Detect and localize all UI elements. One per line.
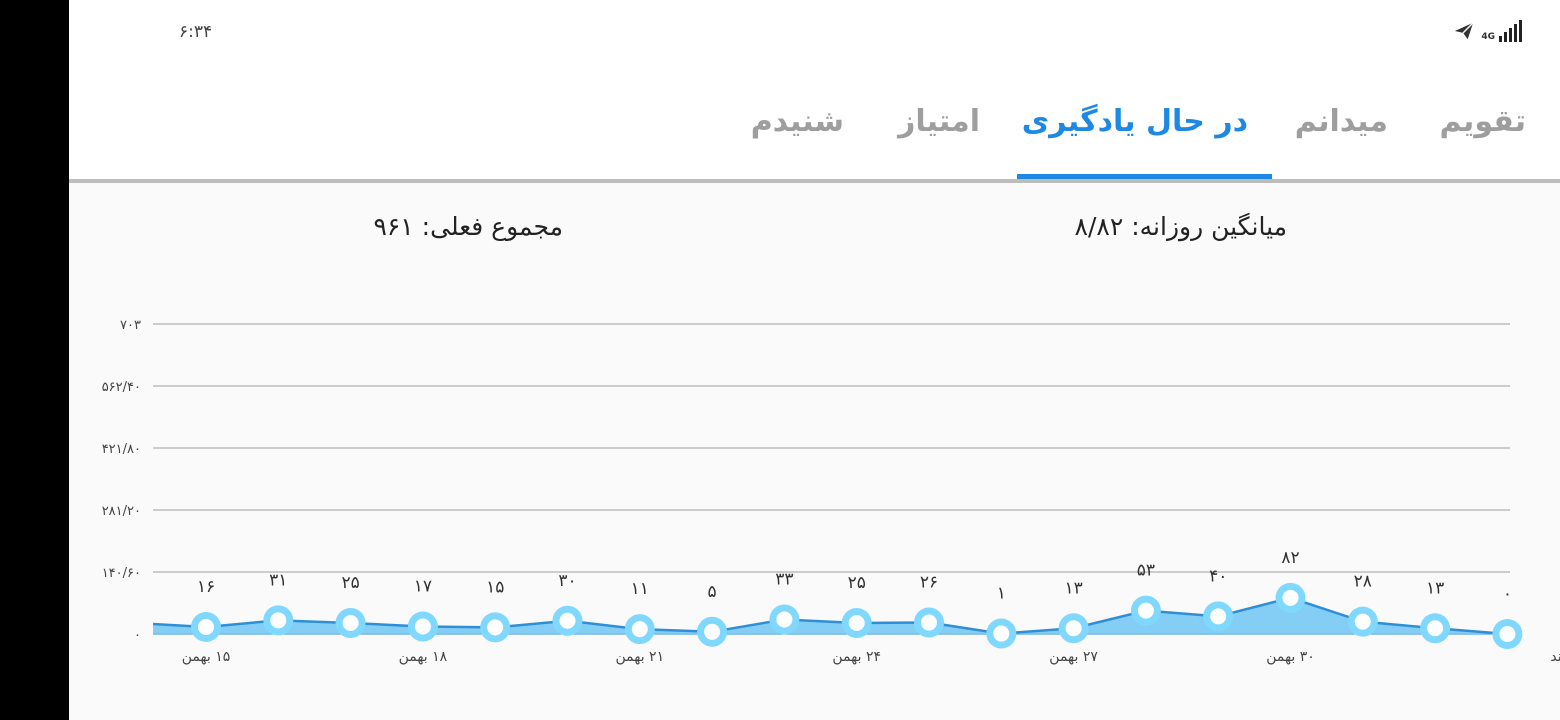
status-bar: ۶:۳۴ 4G — [69, 0, 1560, 70]
x-tick-label: ۳ اسفند — [1550, 649, 1560, 665]
x-tick-label: ۱۸ بهمن — [399, 649, 448, 665]
data-point-center — [993, 625, 1010, 642]
y-tick-label: ۴۲۱/۸۰ — [102, 442, 141, 457]
daily-average: میانگین روزانه: ۸/۸۲ — [1074, 212, 1287, 241]
data-label: ۱۱ — [631, 579, 649, 599]
data-point-center — [198, 618, 214, 635]
data-label: ۸۲ — [1281, 548, 1299, 568]
tab-known[interactable]: میدانم — [1294, 104, 1388, 139]
data-label: ۱۳ — [1064, 578, 1082, 598]
x-tick-label: ۱۵ بهمن — [182, 649, 231, 665]
data-label: ۲۸ — [1354, 572, 1372, 592]
status-icons: 4G — [1453, 20, 1522, 42]
app-screen: ۶:۳۴ 4G تقویم میدانم در حال یادگیری امتی… — [69, 0, 1560, 720]
data-label: ۱۷ — [414, 577, 432, 597]
data-point-center — [1137, 602, 1154, 619]
tab-calendar[interactable]: تقویم — [1439, 104, 1526, 139]
data-point-center — [921, 614, 937, 631]
data-label: ۳۱ — [269, 570, 287, 590]
data-point-center — [1427, 620, 1444, 637]
data-label: ۳۰ — [558, 571, 576, 591]
active-tab-indicator — [1017, 174, 1272, 179]
tab-divider — [69, 179, 1560, 183]
data-label: ۱۶ — [197, 577, 215, 597]
tab-learning[interactable]: در حال یادگیری — [1021, 104, 1248, 139]
data-point-center — [559, 612, 576, 629]
status-time: ۶:۳۴ — [179, 22, 213, 42]
network-type: 4G — [1481, 32, 1495, 42]
y-tick-label: ۱۴۰/۶۰ — [102, 566, 141, 581]
data-label: ۱۵ — [486, 577, 504, 597]
data-label: ۰ — [1503, 584, 1512, 604]
tab-score[interactable]: امتیاز — [898, 104, 980, 139]
signal-bars-icon: 4G — [1481, 20, 1522, 42]
x-tick-label: ۳۰ بهمن — [1266, 649, 1315, 665]
tab-heard[interactable]: شنیدم — [750, 104, 844, 139]
tab-bar: تقویم میدانم در حال یادگیری امتیاز شنیدم — [69, 70, 1560, 179]
series-area — [153, 597, 1508, 634]
data-label: ۱۳ — [1426, 578, 1444, 598]
data-point-center — [631, 621, 648, 638]
data-point-center — [414, 618, 431, 635]
y-tick-label: ۷۰۳ — [120, 318, 141, 333]
data-label: ۴۰ — [1209, 566, 1227, 586]
data-point-center — [1354, 613, 1371, 630]
y-tick-label: ۲۸۱/۲۰ — [102, 504, 141, 519]
data-point-center — [704, 623, 721, 640]
data-point-center — [776, 611, 793, 628]
data-point-center — [270, 612, 287, 629]
y-tick-label: ۵۶۲/۴۰ — [102, 380, 141, 395]
data-point-center — [342, 614, 359, 631]
data-label: ۳۳ — [775, 569, 793, 589]
telegram-send-icon — [1455, 22, 1474, 40]
data-label: ۲۵ — [848, 573, 866, 593]
data-label: ۲۵ — [341, 573, 359, 593]
y-tick-label: ۰ — [134, 628, 141, 643]
x-tick-label: ۲۱ بهمن — [615, 649, 664, 665]
data-point-center — [1210, 608, 1227, 625]
current-total: مجموع فعلی: ۹۶۱ — [373, 212, 563, 241]
data-label: ۵۳ — [1137, 561, 1155, 581]
data-label: ۵ — [708, 582, 717, 602]
data-point-center — [1499, 626, 1516, 642]
data-point-center — [848, 614, 865, 631]
data-point-center — [1282, 589, 1299, 606]
data-label: ۱ — [997, 584, 1006, 604]
x-tick-label: ۲۷ بهمن — [1049, 649, 1098, 665]
data-point-center — [1065, 620, 1082, 637]
x-tick-label: ۲۴ بهمن — [832, 649, 881, 665]
data-label: ۲۶ — [920, 573, 938, 593]
data-point-center — [487, 619, 504, 636]
